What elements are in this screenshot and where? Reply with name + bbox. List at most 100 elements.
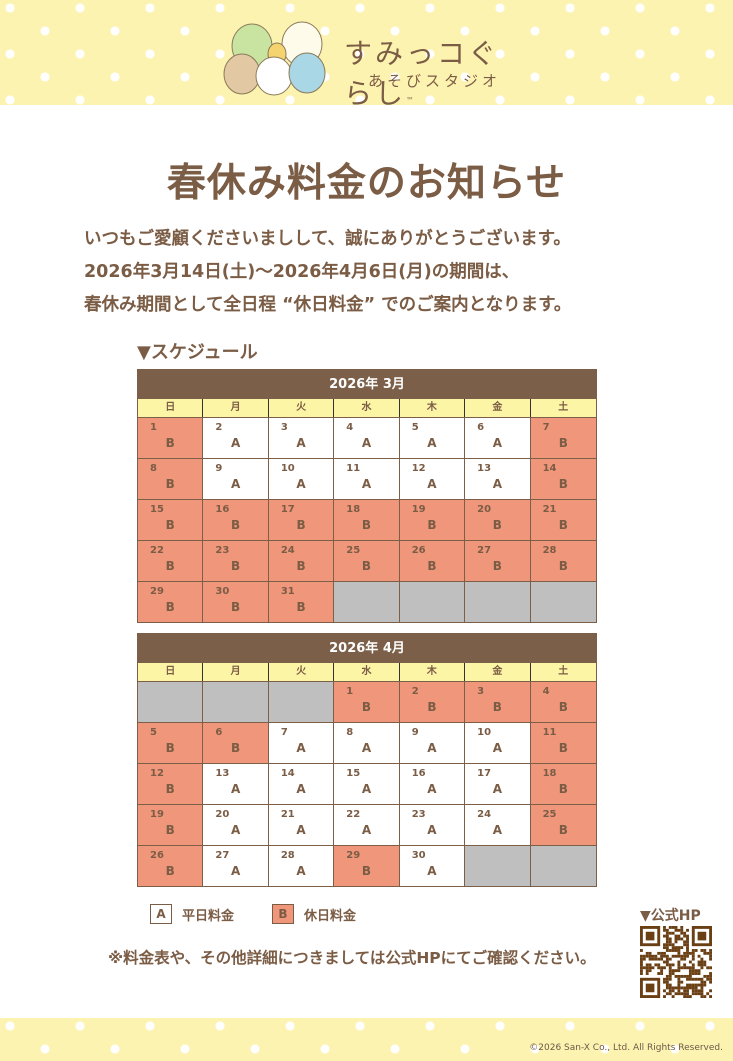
calendar-april: 2026年 4月日月火水木金土 1 B 2 B 3 B 4 B 5 B 6 B 7 A 8 A 9 A 10 A 11 B 1… bbox=[137, 633, 597, 887]
rate-code: B bbox=[492, 559, 502, 573]
day-number: 26 bbox=[150, 850, 164, 861]
day-number: 25 bbox=[346, 545, 361, 556]
day-cell: 20 A bbox=[203, 804, 269, 845]
day-number: 5 bbox=[150, 727, 157, 738]
rate-code: A bbox=[296, 864, 306, 878]
empty-cell bbox=[530, 845, 596, 886]
rate-code: A bbox=[361, 782, 372, 796]
day-number: 3 bbox=[477, 686, 485, 697]
day-number: 10 bbox=[280, 463, 295, 474]
day-cell: 17 B bbox=[268, 499, 335, 540]
rate-code: A bbox=[296, 477, 306, 491]
rate-code: B bbox=[492, 518, 502, 532]
day-number: 19 bbox=[150, 809, 164, 820]
rate-code: B bbox=[165, 559, 175, 573]
day-number: 15 bbox=[150, 504, 164, 515]
day-number: 24 bbox=[477, 809, 492, 820]
rate-code: A bbox=[230, 436, 241, 450]
day-number: 13 bbox=[215, 768, 230, 779]
rate-code: B bbox=[361, 518, 372, 532]
day-cell: 28 B bbox=[530, 540, 596, 581]
day-cell: 23 B bbox=[203, 540, 269, 581]
characters-illustration bbox=[223, 21, 326, 96]
weekday-row: 日月火水木金 土 bbox=[138, 399, 596, 417]
rate-code: A bbox=[427, 823, 437, 837]
day-cell: 25 B bbox=[334, 540, 400, 581]
day-number: 8 bbox=[346, 727, 354, 738]
day-number: 10 bbox=[477, 727, 492, 738]
day-number: 6 bbox=[477, 422, 485, 433]
rate-code: A bbox=[296, 823, 306, 837]
rate-code: A bbox=[492, 741, 502, 755]
day-number: 4 bbox=[542, 686, 550, 697]
day-cell: 15 B bbox=[138, 499, 204, 540]
rate-code: B bbox=[558, 741, 568, 755]
rate-code: A bbox=[492, 823, 502, 837]
rate-code: A bbox=[427, 782, 437, 796]
rate-code: B bbox=[361, 700, 372, 714]
rate-code: B bbox=[165, 477, 175, 491]
day-number: 11 bbox=[542, 727, 557, 738]
day-cell: 24 B bbox=[268, 540, 335, 581]
day-cell: 21 B bbox=[530, 499, 596, 540]
day-number: 13 bbox=[477, 463, 492, 474]
day-cell: 25 B bbox=[530, 804, 596, 845]
weekday-label: 土 bbox=[558, 666, 569, 677]
day-number: 20 bbox=[215, 809, 230, 820]
day-number: 16 bbox=[215, 504, 230, 515]
rate-code: B bbox=[558, 700, 568, 714]
day-cell: 29 B bbox=[334, 845, 400, 886]
day-number: 29 bbox=[150, 586, 164, 597]
day-number: 17 bbox=[280, 504, 295, 515]
day-number: 1 bbox=[346, 686, 354, 697]
logo-subtitle: あそびスタジオ bbox=[368, 72, 502, 90]
day-cell: 23 A bbox=[399, 804, 466, 845]
day-number: 31 bbox=[280, 586, 295, 597]
rate-code: A bbox=[427, 477, 437, 491]
day-number: 28 bbox=[542, 545, 557, 556]
page-title: 春休み料金のお知らせ bbox=[166, 161, 567, 206]
rate-code: A bbox=[230, 864, 241, 878]
qr-code[interactable] bbox=[640, 926, 712, 998]
day-cell: 27 B bbox=[465, 540, 531, 581]
intro-line-3: 春休み期間として全日程 “休日料金” でのご案内となります。 bbox=[84, 295, 572, 315]
day-cell: 19 B bbox=[399, 499, 466, 540]
day-number: 25 bbox=[542, 809, 557, 820]
weekday-label: 月 bbox=[203, 399, 269, 417]
day-number: 6 bbox=[215, 727, 223, 738]
day-number: 15 bbox=[346, 768, 361, 779]
weekday-label: 月 bbox=[203, 663, 269, 681]
day-cell: 17 A bbox=[465, 763, 531, 804]
rate-code: B bbox=[165, 741, 175, 755]
weekday-label: 日 bbox=[138, 399, 204, 417]
day-number: 4 bbox=[346, 422, 354, 433]
day-number: 16 bbox=[411, 768, 426, 779]
footnote: ※料金表や、その他詳細につきましては公式HPにてご確認ください。 bbox=[108, 949, 596, 967]
rate-code: B bbox=[361, 559, 372, 573]
day-cell: 16 B bbox=[203, 499, 269, 540]
weekday-row: 日月火水木金 土 bbox=[138, 663, 596, 681]
day-cell: 14 A bbox=[268, 763, 335, 804]
day-number: 3 bbox=[280, 422, 288, 433]
rate-code: B bbox=[165, 518, 175, 532]
day-cell: 12 A bbox=[399, 458, 466, 499]
rate-code: A bbox=[296, 741, 306, 755]
footer-band bbox=[0, 1018, 733, 1061]
day-cell: 11 A bbox=[334, 458, 400, 499]
day-cell: 24 A bbox=[465, 804, 531, 845]
day-number: 17 bbox=[477, 768, 492, 779]
rate-code: B bbox=[361, 864, 372, 878]
day-number: 7 bbox=[280, 727, 288, 738]
day-number: 29 bbox=[346, 850, 361, 861]
rate-code: B bbox=[231, 741, 241, 755]
rate-code: B bbox=[427, 700, 437, 714]
day-number: 12 bbox=[150, 768, 164, 779]
day-number: 14 bbox=[280, 768, 295, 779]
weekday-label: 火 bbox=[269, 663, 335, 681]
